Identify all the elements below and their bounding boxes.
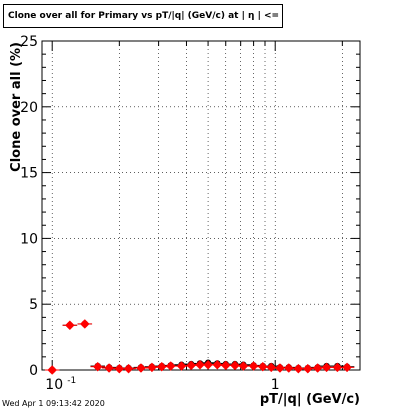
data-point [195, 359, 205, 370]
y-tick-label: 5 [29, 297, 38, 313]
data-point [342, 362, 352, 373]
data-point [65, 320, 75, 331]
data-point [257, 361, 268, 372]
data-point [220, 360, 231, 371]
tick-labels-layer: 0 5 10 15 20 25 10 -1 1 [20, 34, 279, 393]
data-point [275, 363, 285, 373]
data-point [147, 362, 157, 373]
data-point [312, 363, 323, 373]
y-tick-label: 10 [20, 231, 38, 247]
timestamp-footer: Wed Apr 1 09:13:42 2020 [2, 399, 105, 408]
data-point [332, 362, 343, 373]
data-point [203, 359, 213, 370]
data-point [104, 363, 114, 373]
data-point [293, 363, 304, 374]
data-point [283, 363, 294, 373]
y-axis-label: Clone over all (%) [9, 42, 24, 172]
data-point [136, 363, 146, 373]
data-point [212, 359, 223, 370]
data-point [321, 362, 332, 373]
x-axis-label: pT/|q| (GeV/c) [260, 392, 360, 407]
data-point [266, 362, 277, 373]
series-1 [44, 319, 355, 375]
ticks-layer [42, 40, 360, 371]
y-tick-label: 25 [20, 34, 38, 50]
x-tick-label: 10 [45, 377, 63, 393]
x-tick-label-exponent: -1 [67, 376, 76, 386]
data-point [79, 319, 90, 329]
data-point [176, 361, 187, 371]
grid-layer [42, 41, 360, 370]
data-point [47, 365, 58, 375]
data-point [123, 363, 134, 374]
data-point [165, 361, 176, 371]
x-tick-label: 1 [271, 377, 280, 393]
y-tick-label: 0 [29, 363, 38, 379]
data-point [302, 363, 313, 374]
y-tick-label: 15 [20, 166, 38, 182]
data-point [230, 360, 240, 371]
data-point [238, 361, 249, 371]
data-point [92, 361, 103, 372]
data-layer [44, 319, 355, 375]
chart-title: Clone over all for Primary vs pT/|q| (Ge… [3, 4, 283, 28]
data-point [114, 363, 125, 374]
data-point [248, 361, 259, 371]
data-point [156, 361, 167, 372]
data-point [186, 360, 197, 371]
plot-frame [41, 40, 361, 371]
y-tick-label: 20 [20, 100, 38, 116]
